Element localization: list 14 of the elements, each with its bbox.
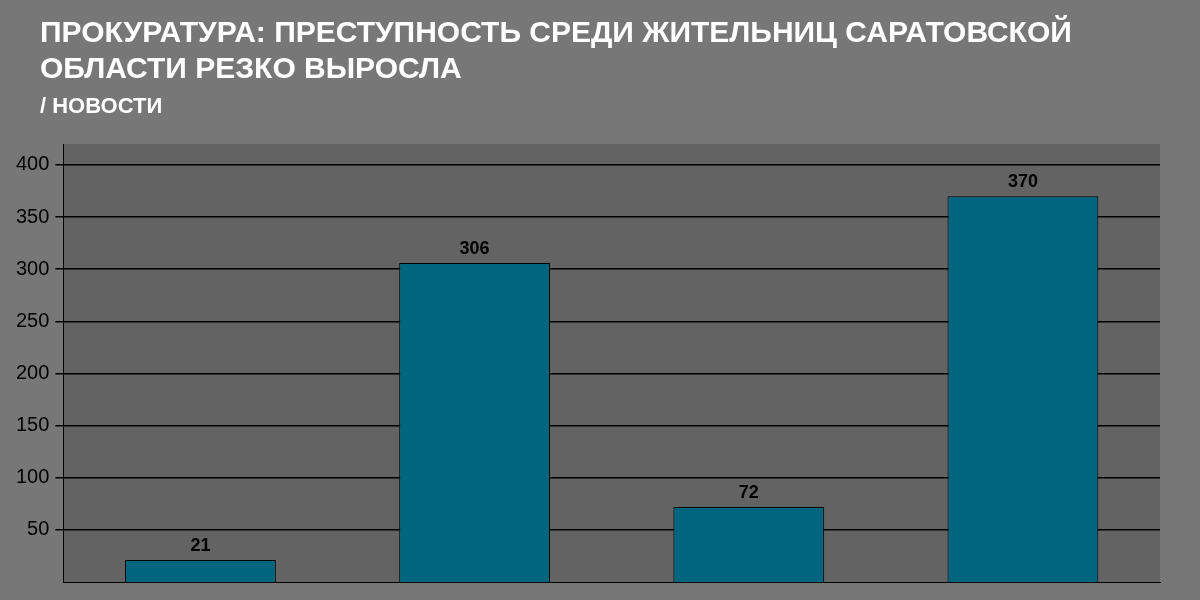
y-tick-label: 100 [15, 465, 50, 488]
y-tick-label: 200 [15, 360, 50, 383]
y-tick-label: 400 [15, 152, 50, 175]
data-label: 72 [738, 481, 759, 502]
text: / НОВОСТИ [40, 92, 163, 120]
data-label: 370 [1007, 171, 1038, 192]
chart-title: ПРОКУРАТУРА: ПРЕСТУПНОСТЬ СРЕДИ ЖИТЕЛЬНИЦ САРАТОВСКОЙ ОБЛАСТИ РЕЗКО ВЫРОСЛА [40, 14, 1073, 86]
data-label: 306 [459, 237, 490, 258]
y-tick-label: 350 [15, 204, 50, 227]
y-tick-label: 150 [15, 413, 50, 436]
y-tick-label: 300 [15, 256, 50, 279]
data-label: 21 [190, 535, 211, 556]
y-tick-label: 50 [27, 517, 50, 540]
y-tick-label: 250 [15, 308, 50, 331]
